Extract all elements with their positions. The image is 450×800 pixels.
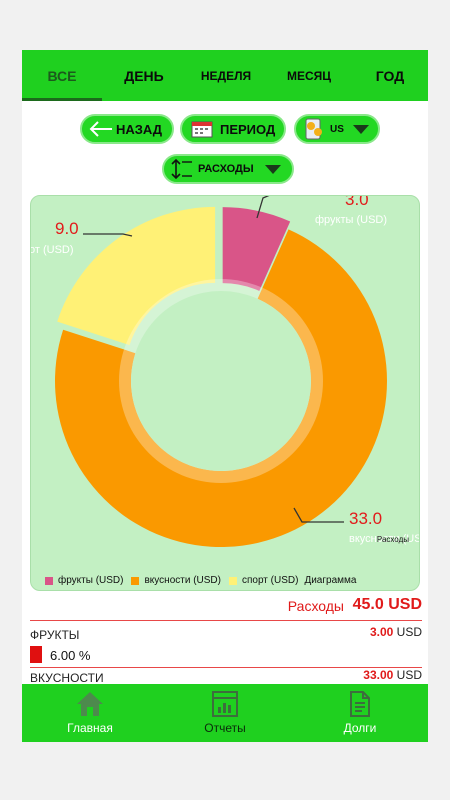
- chart-description: Расходы: [376, 535, 409, 544]
- nav-debts[interactable]: Долги: [292, 684, 428, 742]
- summary-label: Расходы: [287, 598, 344, 614]
- sort-vertical-icon: [171, 158, 192, 180]
- row-name-sweets[interactable]: ВКУСНОСТИ: [30, 671, 104, 685]
- legend-swatch-sweets: [131, 576, 140, 585]
- nav-home-label: Главная: [67, 721, 113, 735]
- nav-debts-label: Долги: [343, 721, 377, 735]
- slice-sport[interactable]: [57, 206, 216, 346]
- dropdown-arrow-icon: [264, 165, 281, 174]
- row-currency: USD: [396, 668, 422, 682]
- leader-line-fruits: [256, 196, 270, 219]
- slice-fruits[interactable]: [222, 207, 291, 291]
- tab-month[interactable]: МЕСЯЦ: [286, 69, 332, 83]
- nav-reports[interactable]: Отчеты: [157, 684, 293, 742]
- currency-value: US: [330, 123, 344, 135]
- slice-label-sweets: вкусности (USD): [349, 533, 419, 545]
- slice-value-sweets: 33.0: [349, 509, 383, 528]
- leader-line-sport: [83, 233, 133, 237]
- legend-title: Диаграмма: [304, 575, 357, 586]
- legend-item-sweets: вкусности (USD): [144, 575, 221, 586]
- bottom-navigation: Главная Отчеты Долги: [22, 684, 428, 742]
- back-button[interactable]: НАЗАД: [80, 114, 174, 144]
- nav-reports-label: Отчеты: [204, 721, 246, 735]
- summary-total: 45.0 USD: [352, 596, 422, 613]
- legend-item-fruits: фрукты (USD): [58, 575, 124, 586]
- currency-exchange-icon: [305, 118, 322, 140]
- slice-sweets[interactable]: [54, 229, 388, 548]
- arrow-left-icon: [89, 121, 112, 137]
- type-select[interactable]: РАСХОДЫ: [162, 154, 294, 184]
- divider: [30, 667, 422, 668]
- nav-home[interactable]: Главная: [22, 684, 158, 742]
- period-label: ПЕРИОД: [220, 121, 276, 137]
- period-tabs: ВСЕ ДЕНЬ НЕДЕЛЯ МЕСЯЦ ГОД: [22, 50, 428, 101]
- back-label: НАЗАД: [116, 121, 163, 137]
- tab-all[interactable]: ВСЕ: [47, 68, 77, 84]
- chart-legend: фрукты (USD) вкусности (USD) спорт (USD)…: [45, 575, 356, 586]
- row-amount-value: 33.00: [363, 668, 394, 682]
- percent-bar-fruits: [30, 646, 42, 663]
- row-amount-sweets: 33.00 USD: [363, 668, 422, 682]
- tab-year[interactable]: ГОД: [375, 68, 405, 84]
- slice-value-fruits: 3.0: [345, 195, 369, 209]
- slice-label-sport: от (USD): [30, 244, 74, 256]
- row-amount-fruits: 3.00 USD: [370, 625, 422, 639]
- currency-select[interactable]: US: [294, 114, 380, 144]
- row-percent-fruits: 6.00 %: [50, 648, 91, 663]
- row-name-fruits[interactable]: ФРУКТЫ: [30, 628, 80, 642]
- dropdown-arrow-icon: [352, 125, 369, 134]
- tab-day[interactable]: ДЕНЬ: [124, 68, 164, 84]
- tab-week[interactable]: НЕДЕЛЯ: [200, 69, 252, 83]
- leader-line-sweets: [293, 507, 344, 523]
- chart-hole: [131, 291, 311, 471]
- legend-swatch-fruits: [45, 576, 53, 585]
- type-value: РАСХОДЫ: [198, 163, 254, 175]
- legend-swatch-sport: [228, 576, 237, 585]
- home-icon: [77, 692, 103, 716]
- divider: [30, 620, 422, 621]
- slice-label-fruits: фрукты (USD): [315, 214, 388, 226]
- row-currency: USD: [396, 625, 422, 639]
- active-tab-indicator: [22, 98, 102, 101]
- donut-chart: [54, 196, 388, 548]
- document-icon: [350, 691, 370, 717]
- reports-chart-icon: [212, 691, 238, 717]
- calendar-icon: [191, 121, 213, 138]
- row-amount-value: 3.00: [369, 625, 394, 639]
- period-button[interactable]: ПЕРИОД: [180, 114, 286, 144]
- chart-card: 3.0 фрукты (USD) 33.0 вкусности (USD) 9.…: [30, 195, 420, 591]
- app-screen: ВСЕ ДЕНЬ НЕДЕЛЯ МЕСЯЦ ГОД НАЗАД ПЕРИОД U…: [22, 50, 428, 742]
- legend-item-sport: спорт (USD): [241, 575, 299, 586]
- slice-value-sport: 9.0: [55, 219, 79, 238]
